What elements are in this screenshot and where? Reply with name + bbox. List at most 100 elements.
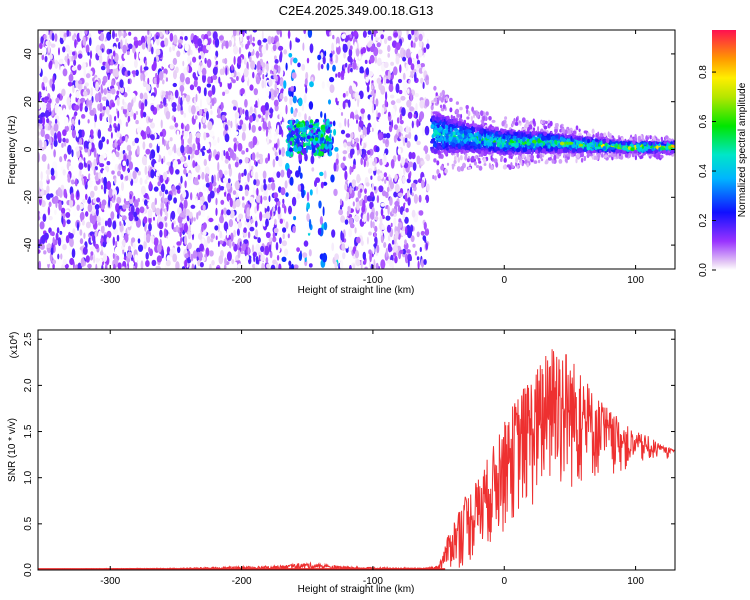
heatmap-cell <box>399 64 402 74</box>
heatmap-cell <box>380 202 386 207</box>
heatmap-cell <box>62 137 66 143</box>
heatmap-cell <box>394 183 400 193</box>
heatmap-cell <box>366 85 370 93</box>
heatmap-cell <box>306 121 310 127</box>
heatmap-cell <box>68 50 74 55</box>
heatmap-cell <box>233 106 237 111</box>
heatmap-cell <box>68 246 72 255</box>
heatmap-cell <box>567 129 572 135</box>
heatmap-cell <box>140 72 144 82</box>
heatmap-cell <box>245 43 249 50</box>
heatmap-cell <box>236 228 240 236</box>
heatmap-cell <box>134 138 139 144</box>
heatmap-cell <box>273 64 279 70</box>
heatmap-cell <box>119 79 124 88</box>
heatmap-cell <box>186 65 189 73</box>
heatmap-cell <box>93 132 96 138</box>
heatmap-cell <box>404 137 408 143</box>
heatmap-cell <box>148 223 152 232</box>
heatmap-cell <box>169 137 173 142</box>
heatmap-cell <box>203 38 208 46</box>
heatmap-cell <box>47 41 52 46</box>
heatmap-cell <box>172 253 178 263</box>
heatmap-cell <box>263 196 268 201</box>
heatmap-cell <box>155 72 158 79</box>
heatmap-cell <box>444 168 448 174</box>
heatmap-cell <box>407 57 413 66</box>
heatmap-cell <box>56 131 62 141</box>
heatmap-cell <box>227 78 232 84</box>
heatmap-cell <box>308 218 312 229</box>
heatmap-cell <box>634 155 638 161</box>
heatmap-cell <box>46 83 50 92</box>
heatmap-cell <box>296 247 300 253</box>
heatmap-cell <box>587 132 590 137</box>
heatmap-cell <box>392 252 397 257</box>
heatmap-cell <box>151 63 157 72</box>
heatmap-cell <box>88 173 91 181</box>
heatmap-cell <box>442 104 445 109</box>
heatmap-cell <box>597 154 601 159</box>
heatmap-cell <box>362 30 367 38</box>
heatmap-cell <box>297 184 302 192</box>
spectrogram-heatmap <box>38 30 675 269</box>
heatmap-cell <box>317 228 322 236</box>
heatmap-cell <box>410 51 416 59</box>
heatmap-cell <box>436 169 440 175</box>
heatmap-cell <box>347 206 351 212</box>
heatmap-cell <box>155 48 161 56</box>
heatmap-cell <box>69 237 74 248</box>
heatmap-cell <box>277 205 281 215</box>
heatmap-cell <box>252 30 258 33</box>
heatmap-cell <box>490 155 493 161</box>
heatmap-cell <box>265 257 269 264</box>
heatmap-cell <box>225 40 229 49</box>
heatmap-cell <box>576 153 581 159</box>
heatmap-cell <box>195 93 198 103</box>
heatmap-cell <box>279 218 283 224</box>
heatmap-cell <box>201 238 205 244</box>
heatmap-cell <box>446 162 450 166</box>
heatmap-cell <box>267 153 270 162</box>
heatmap-cell <box>138 52 143 60</box>
heatmap-cell <box>173 197 178 204</box>
heatmap-cell <box>356 173 361 184</box>
heatmap-cell <box>206 30 212 37</box>
heatmap-cell <box>387 235 391 242</box>
heatmap-cell <box>369 46 375 53</box>
heatmap-cell <box>515 157 519 163</box>
heatmap-cell <box>344 219 349 225</box>
heatmap-cell <box>249 141 254 149</box>
heatmap-cell <box>360 259 363 269</box>
heatmap-cell <box>49 136 52 145</box>
heatmap-cell <box>398 89 403 95</box>
heatmap-cell <box>264 245 270 256</box>
heatmap-cell <box>532 118 536 124</box>
heatmap-cell <box>188 211 193 219</box>
heatmap-cell <box>180 165 184 173</box>
heatmap-cell <box>66 96 71 107</box>
heatmap-cell <box>245 109 249 117</box>
heatmap-cell <box>359 188 363 193</box>
heatmap-cell <box>160 208 163 217</box>
heatmap-cell <box>228 163 232 170</box>
heatmap-cell <box>282 233 285 240</box>
heatmap-cell <box>414 250 418 256</box>
heatmap-cell <box>128 31 132 36</box>
heatmap-cell <box>149 153 152 161</box>
heatmap-cell <box>315 137 318 142</box>
heatmap-cell <box>359 66 364 73</box>
heatmap-cell <box>371 183 374 191</box>
heatmap-cell <box>466 158 470 163</box>
heatmap-cell <box>306 57 310 64</box>
heatmap-cell <box>121 231 124 238</box>
heatmap-cell <box>293 110 297 118</box>
heatmap-cell <box>380 85 386 95</box>
heatmap-cell <box>115 240 118 247</box>
heatmap-cell <box>233 261 238 269</box>
heatmap-cell <box>104 220 108 227</box>
heatmap-cell <box>414 93 419 98</box>
heatmap-cell <box>416 59 421 65</box>
heatmap-cell <box>102 169 108 177</box>
heatmap-cell <box>75 79 79 89</box>
